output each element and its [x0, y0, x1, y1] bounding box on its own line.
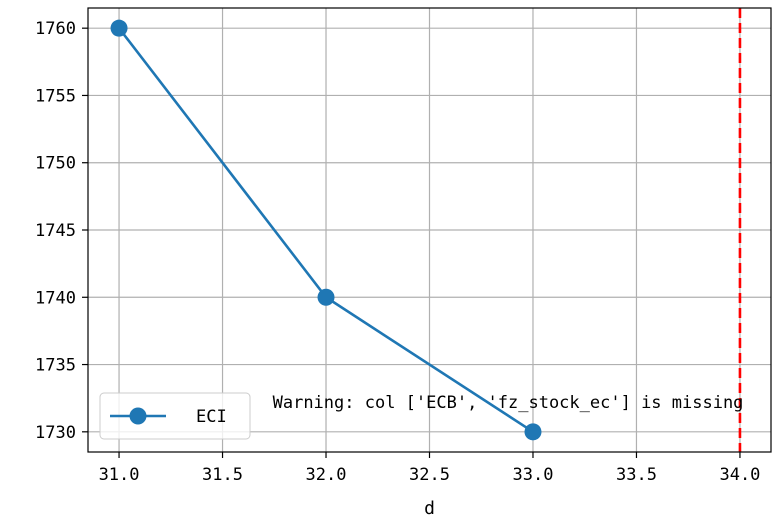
annotations: Warning: col ['ECB', 'fz_stock_ec'] is m… — [273, 393, 744, 413]
ticks: 31.0 31.5 32.0 32.5 33.0 33.5 34.0 1730 1735 1740… — [35, 19, 760, 485]
legend-box — [99, 392, 251, 440]
x-axis-label: d — [424, 498, 435, 519]
y-tick-label: 1755 — [35, 86, 76, 106]
data-point — [317, 288, 335, 306]
y-tick-label: 1750 — [35, 154, 76, 174]
data-point — [110, 19, 128, 37]
x-tick-label: 31.5 — [202, 465, 243, 485]
data-point — [524, 423, 542, 441]
y-tick-label: 1730 — [35, 423, 76, 443]
series-layer — [110, 19, 542, 441]
legend-marker — [129, 407, 147, 425]
x-tick-label: 31.0 — [99, 465, 140, 485]
legend: ECI — [99, 392, 251, 440]
x-tick-label: 33.5 — [616, 465, 657, 485]
y-tick-label: 1745 — [35, 221, 76, 241]
y-tick-label: 1760 — [35, 19, 76, 39]
legend-label: ECI — [196, 407, 227, 427]
annotation-text: Warning: col ['ECB', 'fz_stock_ec'] is m… — [273, 393, 744, 413]
x-tick-label: 32.0 — [306, 465, 347, 485]
x-tick-label: 34.0 — [719, 465, 760, 485]
y-tick-label: 1740 — [35, 288, 76, 308]
grid — [88, 8, 771, 452]
y-tick-label: 1735 — [35, 356, 76, 376]
x-tick-label: 33.0 — [513, 465, 554, 485]
x-tick-label: 32.5 — [409, 465, 450, 485]
